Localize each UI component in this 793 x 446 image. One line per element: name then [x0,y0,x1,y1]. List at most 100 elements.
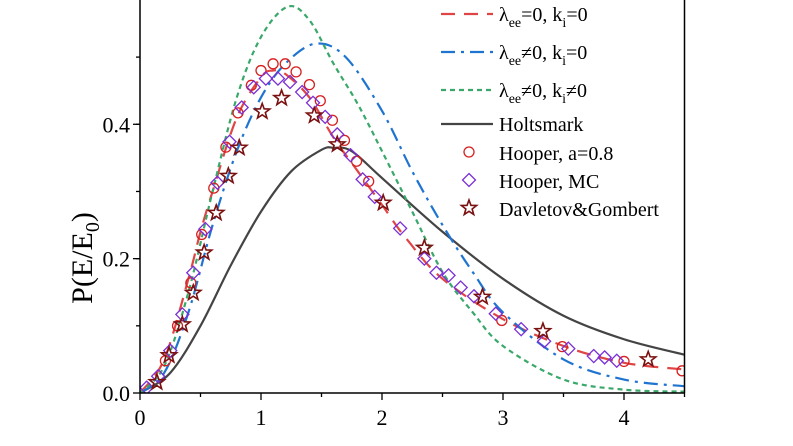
legend-label-part: ≠0 [566,80,587,102]
legend-label-part: λ [499,4,509,26]
series-layer [140,5,685,393]
data-point [533,320,553,340]
data-point [609,353,625,369]
series-2 [140,5,685,393]
legend-label: Davletov&Gombert [499,199,659,221]
data-point [329,126,345,142]
data-point [343,147,358,163]
data-point [597,349,613,365]
legend-label-part: i [562,54,566,69]
data-point [222,134,237,150]
x-tick-label: 0 [135,405,146,430]
legend-label: Holtsmark [499,114,583,136]
legend-label-part: λ [499,80,509,102]
data-point [327,134,348,153]
y-axis-label: P(E/E0) [66,212,104,304]
data-point [210,175,225,191]
data-point [229,137,250,157]
data-point [373,192,394,212]
data-point [194,242,214,261]
data-point [252,101,273,120]
data-point [270,71,286,87]
data-point [416,251,432,267]
data-point [258,71,274,87]
data-point [294,84,310,100]
y-tick-label: 0.2 [103,247,131,272]
data-point [414,237,435,257]
legend-marker [463,146,475,158]
data-point [185,277,197,289]
legend-label: Hooper, MC [499,171,599,193]
legend-label: λee=0, ki=0 [499,4,588,31]
legend-label-part: ee [509,92,521,107]
data-point [159,345,179,364]
series-3 [140,146,685,393]
data-point [174,306,190,322]
legend-entry: λee≠0, ki≠0 [441,80,587,107]
data-point [556,340,568,353]
data-point [560,341,576,357]
data-point [162,343,178,359]
legend-entry: Davletov&Gombert [459,197,659,221]
x-tick-label: 2 [377,405,388,430]
legend-entry: Hooper, a=0.8 [463,143,613,165]
legend-label-part: =0 [566,42,587,64]
data-point [234,100,250,115]
data-point [305,95,321,111]
legend-label: λee≠0, ki=0 [499,42,587,69]
data-point [350,155,363,167]
series-1 [140,42,685,393]
legend-label: Hooper, a=0.8 [499,143,613,165]
series-0 [140,69,685,393]
data-point [245,79,257,91]
data-point [392,220,408,236]
series-line [140,146,685,393]
data-point [267,58,279,70]
legend-label-part: i [562,92,566,107]
data-point [304,105,325,124]
data-point [150,368,166,384]
data-point [246,79,262,95]
legend-label-part: ≠0, k [521,42,562,64]
legend-marker [461,172,477,188]
data-point [303,78,316,91]
data-point [496,314,508,327]
series-6 [147,87,659,391]
legend-label-part: i [562,16,566,31]
legend-label-part: ≠0, k [521,80,562,102]
data-point [290,66,302,78]
data-point [255,64,267,77]
axes: 0 1 2 3 4 0.0 0.2 0.4 [103,0,686,430]
data-point [314,95,326,107]
series-line [140,69,685,393]
data-point [206,202,227,222]
data-point [232,107,244,119]
data-point [472,286,493,306]
legend-entry: Hooper, MC [461,171,599,193]
data-point [271,87,292,107]
legend-entry: λee=0, ki=0 [441,4,588,31]
data-point [218,165,239,185]
data-point [279,58,291,70]
legend-label-part: ee [509,16,521,31]
data-point [676,365,685,377]
data-point [197,221,213,237]
legend-entry: Holtsmark [441,114,583,136]
x-tick-label: 3 [498,405,509,430]
series-4 [159,58,685,377]
legend-label: λee≠0, ki≠0 [499,80,587,107]
data-point [355,171,371,187]
legend-entry: λee≠0, ki=0 [441,42,587,69]
data-point [618,355,630,368]
x-tick-label: 4 [619,405,630,430]
data-point [453,280,469,295]
data-point [363,175,375,188]
y-tick-label: 0.4 [103,112,131,137]
data-point [586,348,602,364]
data-point [140,380,155,393]
data-point [147,371,167,391]
legend-label-part: =0, k [521,4,562,26]
legend-label-part: λ [499,42,509,64]
